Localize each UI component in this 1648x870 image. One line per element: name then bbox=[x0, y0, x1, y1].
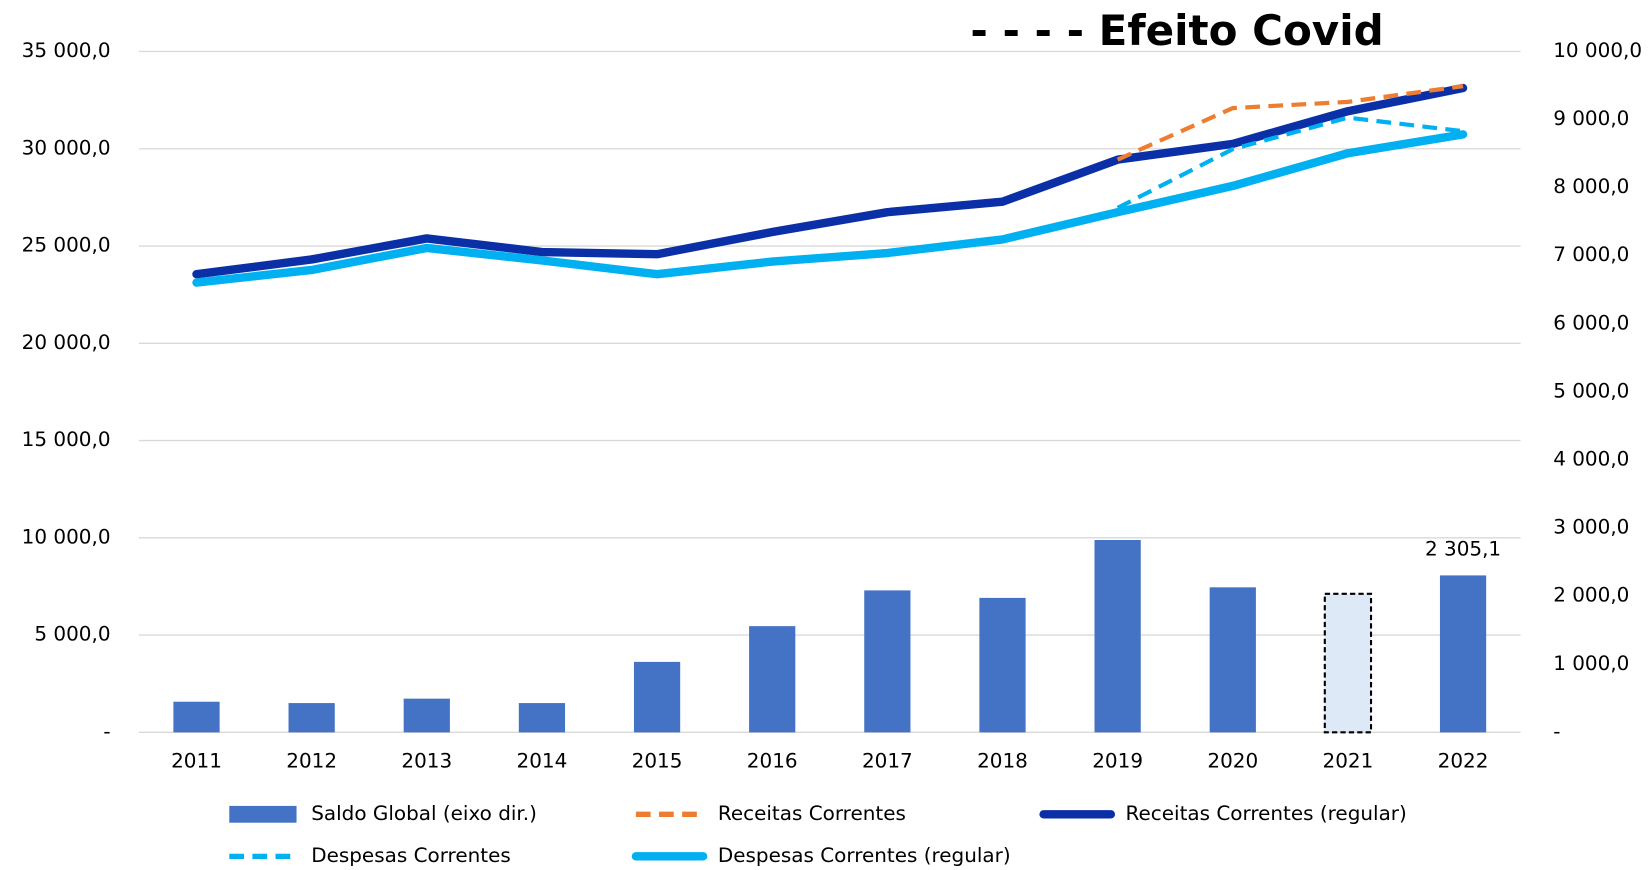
x-tick-label: 2019 bbox=[1092, 748, 1143, 772]
x-tick-label: 2015 bbox=[632, 748, 683, 772]
y2-tick-label: 6 000,0 bbox=[1553, 310, 1629, 334]
x-tick-label: 2014 bbox=[517, 748, 568, 772]
chart-title: - - - - Efeito Covid bbox=[970, 6, 1383, 55]
bar bbox=[864, 590, 911, 733]
y2-tick-label: 7 000,0 bbox=[1553, 242, 1629, 266]
x-tick-label: 2020 bbox=[1207, 748, 1258, 772]
y-tick-label: 25 000,0 bbox=[22, 233, 111, 257]
x-tick-label: 2016 bbox=[747, 748, 798, 772]
x-tick-label: 2021 bbox=[1323, 748, 1374, 772]
legend-label: Receitas Correntes bbox=[718, 801, 906, 825]
legend-label: Saldo Global (eixo dir.) bbox=[311, 801, 537, 825]
y-tick-label: 35 000,0 bbox=[22, 38, 111, 62]
x-tick-label: 2022 bbox=[1438, 748, 1489, 772]
x-tick-label: 2017 bbox=[862, 748, 913, 772]
dashed-bar bbox=[1323, 592, 1373, 734]
y-tick-label: 5 000,0 bbox=[34, 622, 110, 646]
legend-label: Despesas Correntes bbox=[311, 843, 511, 867]
y2-tick-label: 9 000,0 bbox=[1553, 106, 1629, 130]
bar bbox=[633, 661, 681, 733]
y2-tick-label: 10 000,0 bbox=[1553, 38, 1642, 62]
y2-tick-label: 4 000,0 bbox=[1553, 447, 1629, 471]
y-tick-label: 30 000,0 bbox=[22, 135, 111, 159]
x-tick-label: 2011 bbox=[171, 748, 222, 772]
y2-tick-label: 1 000,0 bbox=[1553, 651, 1629, 675]
y2-tick-label: 8 000,0 bbox=[1553, 174, 1629, 198]
y2-tick-label: 5 000,0 bbox=[1553, 378, 1629, 402]
legend-swatch bbox=[229, 805, 297, 823]
y2-tick-label: 2 000,0 bbox=[1553, 583, 1629, 607]
bar bbox=[288, 703, 335, 733]
bar bbox=[979, 597, 1026, 733]
x-tick-label: 2018 bbox=[977, 748, 1028, 772]
line bbox=[192, 130, 1468, 287]
x-tick-label: 2013 bbox=[401, 748, 452, 772]
y2-tick-label: - bbox=[1553, 719, 1560, 743]
bar bbox=[1209, 587, 1256, 733]
y-tick-label: - bbox=[103, 719, 110, 743]
y-tick-label: 10 000,0 bbox=[22, 524, 111, 548]
bar bbox=[1439, 575, 1487, 733]
bar bbox=[1094, 540, 1141, 733]
bar bbox=[518, 703, 566, 733]
x-tick-label: 2012 bbox=[286, 748, 337, 772]
legend-label: Despesas Correntes (regular) bbox=[718, 843, 1011, 867]
legend-label: Receitas Correntes (regular) bbox=[1126, 801, 1407, 825]
y2-tick-label: 3 000,0 bbox=[1553, 515, 1629, 539]
bar bbox=[403, 698, 450, 733]
y-tick-label: 20 000,0 bbox=[22, 330, 111, 354]
bar bbox=[173, 701, 220, 733]
bar bbox=[749, 626, 796, 733]
y-tick-label: 15 000,0 bbox=[22, 427, 111, 451]
line bbox=[1116, 115, 1464, 210]
line bbox=[192, 83, 1468, 279]
data-label: 2 305,1 bbox=[1425, 537, 1501, 561]
